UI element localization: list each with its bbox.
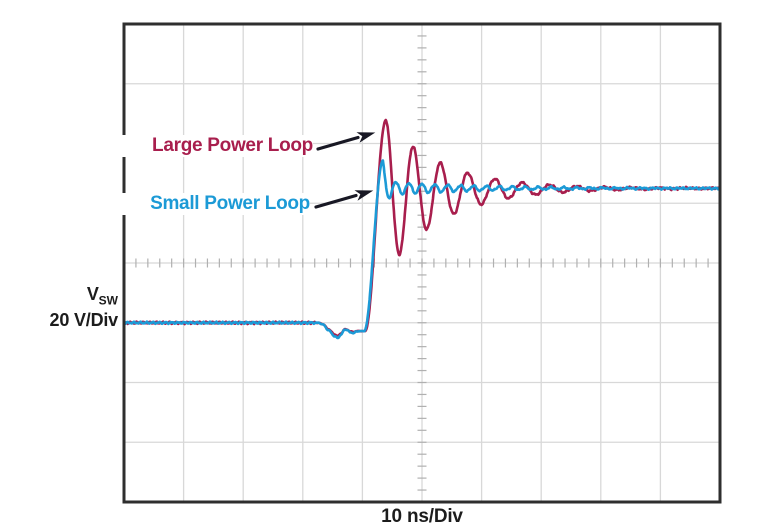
large-loop-arrow-icon	[316, 132, 376, 151]
series-label-small-power-loop: Small Power Loop	[0, 193, 310, 215]
series-label-large-power-loop: Large Power Loop	[0, 135, 313, 157]
x-axis-label: 10 ns/Div	[381, 506, 463, 527]
annotation-arrows	[314, 132, 376, 209]
small-loop-arrow-icon	[314, 190, 374, 209]
trace-small-power-loop	[124, 159, 720, 340]
y-axis-label: VSW 20 V/Div	[0, 284, 119, 330]
y-axis-symbol: VSW	[86, 284, 118, 308]
y-axis-scale: 20 V/Div	[49, 309, 119, 330]
